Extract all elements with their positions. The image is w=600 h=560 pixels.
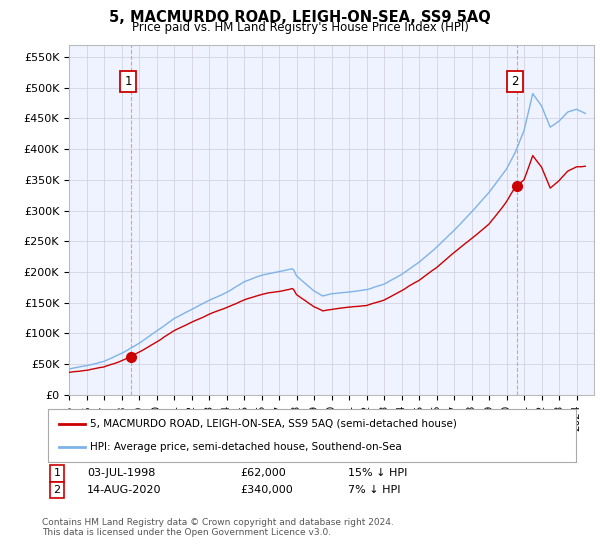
Text: 1: 1 <box>53 468 61 478</box>
Text: 5, MACMURDO ROAD, LEIGH-ON-SEA, SS9 5AQ: 5, MACMURDO ROAD, LEIGH-ON-SEA, SS9 5AQ <box>109 10 491 25</box>
Text: 5, MACMURDO ROAD, LEIGH-ON-SEA, SS9 5AQ (semi-detached house): 5, MACMURDO ROAD, LEIGH-ON-SEA, SS9 5AQ … <box>90 419 457 429</box>
Text: Contains HM Land Registry data © Crown copyright and database right 2024.
This d: Contains HM Land Registry data © Crown c… <box>42 518 394 538</box>
Text: £340,000: £340,000 <box>240 485 293 495</box>
Text: 14-AUG-2020: 14-AUG-2020 <box>87 485 161 495</box>
Text: 03-JUL-1998: 03-JUL-1998 <box>87 468 155 478</box>
Text: 2: 2 <box>511 75 518 88</box>
Text: £62,000: £62,000 <box>240 468 286 478</box>
Text: 2: 2 <box>53 485 61 495</box>
Text: 7% ↓ HPI: 7% ↓ HPI <box>348 485 401 495</box>
Text: 15% ↓ HPI: 15% ↓ HPI <box>348 468 407 478</box>
Text: 1: 1 <box>125 75 132 88</box>
Text: HPI: Average price, semi-detached house, Southend-on-Sea: HPI: Average price, semi-detached house,… <box>90 442 402 452</box>
Text: Price paid vs. HM Land Registry's House Price Index (HPI): Price paid vs. HM Land Registry's House … <box>131 21 469 34</box>
